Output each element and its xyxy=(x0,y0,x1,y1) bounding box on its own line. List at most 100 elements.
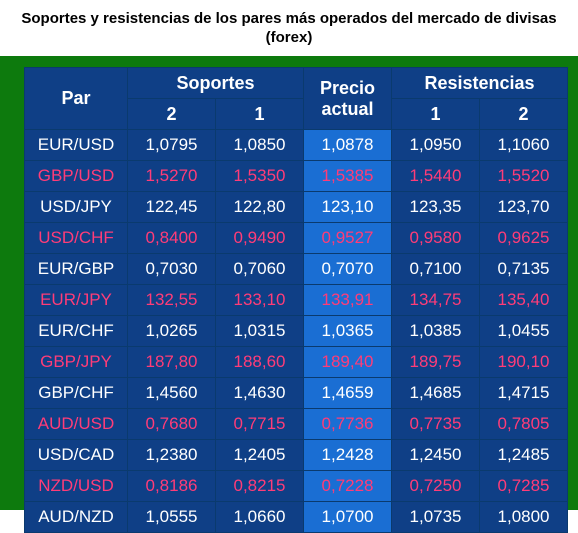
support-2-cell: 1,0795 xyxy=(127,129,216,161)
current-price-cell: 0,7070 xyxy=(303,253,393,285)
support-2-cell: 1,2380 xyxy=(127,439,216,471)
resistance-2-cell: 1,2485 xyxy=(479,439,569,471)
header-precio-line-1: Precio xyxy=(320,77,376,98)
resistance-1-cell: 189,75 xyxy=(391,346,481,378)
table-row: AUD/USD 0,7680 0,7715 0,7736 0,7735 0,78… xyxy=(24,408,569,440)
current-price-cell: 123,10 xyxy=(303,191,393,223)
resistance-2-cell: 1,1060 xyxy=(479,129,569,161)
table-row: USD/JPY 122,45 122,80 123,10 123,35 123,… xyxy=(24,191,569,223)
resistance-1-cell: 0,7250 xyxy=(391,470,481,502)
current-price-cell: 0,9527 xyxy=(303,222,393,254)
pair-cell: NZD/USD xyxy=(24,470,128,502)
resistance-1-cell: 1,0950 xyxy=(391,129,481,161)
pair-cell: AUD/NZD xyxy=(24,501,128,533)
support-1-cell: 188,60 xyxy=(214,346,305,378)
resistance-2-cell: 1,0455 xyxy=(479,315,569,347)
resistance-2-cell: 0,7285 xyxy=(479,470,569,502)
resistance-2-cell: 0,7135 xyxy=(479,253,569,285)
resistance-1-cell: 1,5440 xyxy=(391,160,481,192)
resistance-2-cell: 1,0800 xyxy=(479,501,569,533)
header-soporte-2: 2 xyxy=(127,98,216,130)
pair-cell: USD/JPY xyxy=(24,191,128,223)
support-1-cell: 1,4630 xyxy=(214,377,305,409)
support-1-cell: 0,9490 xyxy=(214,222,305,254)
resistance-2-cell: 1,4715 xyxy=(479,377,569,409)
pair-cell: USD/CAD xyxy=(24,439,128,471)
support-1-cell: 1,2405 xyxy=(214,439,305,471)
table-row: USD/CHF 0,8400 0,9490 0,9527 0,9580 0,96… xyxy=(24,222,569,254)
support-1-cell: 133,10 xyxy=(214,284,305,316)
header-resistencias: Resistencias xyxy=(391,67,569,99)
resistance-1-cell: 1,0385 xyxy=(391,315,481,347)
table-row: GBP/JPY 187,80 188,60 189,40 189,75 190,… xyxy=(24,346,569,378)
support-1-cell: 1,0315 xyxy=(214,315,305,347)
resistance-2-cell: 135,40 xyxy=(479,284,569,316)
header-resistencia-2: 2 xyxy=(479,98,569,130)
support-1-cell: 0,7060 xyxy=(214,253,305,285)
pair-cell: GBP/JPY xyxy=(24,346,128,378)
header-precio-actual: Precio actual xyxy=(303,67,393,130)
pair-cell: GBP/USD xyxy=(24,160,128,192)
title-line-1: Soportes y resistencias de los pares más… xyxy=(21,10,557,27)
support-2-cell: 0,8186 xyxy=(127,470,216,502)
page-title: Soportes y resistencias de los pares más… xyxy=(0,0,578,56)
support-2-cell: 1,0265 xyxy=(127,315,216,347)
current-price-cell: 1,0878 xyxy=(303,129,393,161)
support-2-cell: 0,7030 xyxy=(127,253,216,285)
table-row: GBP/USD 1,5270 1,5350 1,5385 1,5440 1,55… xyxy=(24,160,569,192)
pair-cell: USD/CHF xyxy=(24,222,128,254)
support-2-cell: 1,0555 xyxy=(127,501,216,533)
table-row: USD/CAD 1,2380 1,2405 1,2428 1,2450 1,24… xyxy=(24,439,569,471)
support-2-cell: 122,45 xyxy=(127,191,216,223)
header-par: Par xyxy=(24,67,128,130)
current-price-cell: 0,7228 xyxy=(303,470,393,502)
table-row: EUR/JPY 132,55 133,10 133,91 134,75 135,… xyxy=(24,284,569,316)
support-1-cell: 1,0850 xyxy=(214,129,305,161)
support-1-cell: 122,80 xyxy=(214,191,305,223)
pair-cell: GBP/CHF xyxy=(24,377,128,409)
current-price-cell: 133,91 xyxy=(303,284,393,316)
support-1-cell: 0,8215 xyxy=(214,470,305,502)
resistance-2-cell: 123,70 xyxy=(479,191,569,223)
table-row: GBP/CHF 1,4560 1,4630 1,4659 1,4685 1,47… xyxy=(24,377,569,409)
resistance-1-cell: 1,0735 xyxy=(391,501,481,533)
support-1-cell: 1,0660 xyxy=(214,501,305,533)
pair-cell: AUD/USD xyxy=(24,408,128,440)
resistance-2-cell: 0,7805 xyxy=(479,408,569,440)
header-soporte-1: 1 xyxy=(214,98,305,130)
header-soportes: Soportes xyxy=(126,67,305,99)
support-2-cell: 1,4560 xyxy=(127,377,216,409)
header-precio-line-2: actual xyxy=(321,98,374,119)
forex-table: Par Soportes Precio actual Resistencias … xyxy=(24,67,569,533)
resistance-1-cell: 0,9580 xyxy=(391,222,481,254)
pair-cell: EUR/USD xyxy=(24,129,128,161)
pair-cell: EUR/JPY xyxy=(24,284,128,316)
support-2-cell: 0,8400 xyxy=(127,222,216,254)
current-price-cell: 1,2428 xyxy=(303,439,393,471)
pair-cell: EUR/CHF xyxy=(24,315,128,347)
resistance-1-cell: 123,35 xyxy=(391,191,481,223)
support-1-cell: 1,5350 xyxy=(214,160,305,192)
resistance-2-cell: 190,10 xyxy=(479,346,569,378)
current-price-cell: 189,40 xyxy=(303,346,393,378)
table-row: EUR/CHF 1,0265 1,0315 1,0365 1,0385 1,04… xyxy=(24,315,569,347)
current-price-cell: 1,0700 xyxy=(303,501,393,533)
support-2-cell: 0,7680 xyxy=(127,408,216,440)
title-line-2: (forex) xyxy=(265,29,313,46)
header-resistencia-1: 1 xyxy=(391,98,481,130)
current-price-cell: 1,5385 xyxy=(303,160,393,192)
pair-cell: EUR/GBP xyxy=(24,253,128,285)
current-price-cell: 1,4659 xyxy=(303,377,393,409)
table-row: NZD/USD 0,8186 0,8215 0,7228 0,7250 0,72… xyxy=(24,470,569,502)
support-1-cell: 0,7715 xyxy=(214,408,305,440)
resistance-2-cell: 0,9625 xyxy=(479,222,569,254)
resistance-1-cell: 1,4685 xyxy=(391,377,481,409)
table-row: AUD/NZD 1,0555 1,0660 1,0700 1,0735 1,08… xyxy=(24,501,569,533)
support-2-cell: 1,5270 xyxy=(127,160,216,192)
support-2-cell: 132,55 xyxy=(127,284,216,316)
resistance-1-cell: 134,75 xyxy=(391,284,481,316)
table-row: EUR/USD 1,0795 1,0850 1,0878 1,0950 1,10… xyxy=(24,129,569,161)
support-2-cell: 187,80 xyxy=(127,346,216,378)
resistance-1-cell: 1,2450 xyxy=(391,439,481,471)
table-row: EUR/GBP 0,7030 0,7060 0,7070 0,7100 0,71… xyxy=(24,253,569,285)
